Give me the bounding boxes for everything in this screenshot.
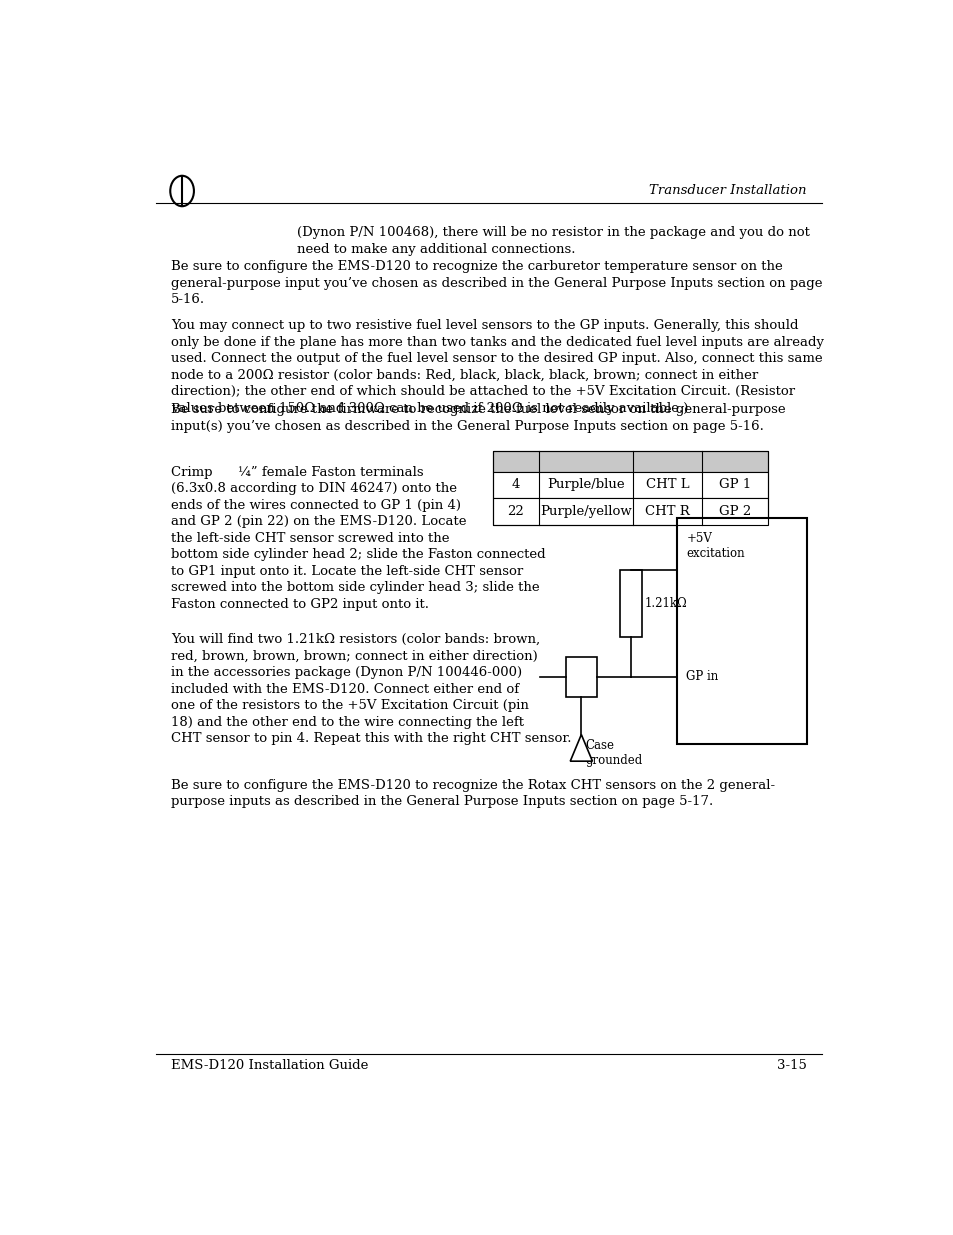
Text: 22: 22	[507, 505, 524, 517]
Text: Crimp      ¼” female Faston terminals
(6.3x0.8 according to DIN 46247) onto the
: Crimp ¼” female Faston terminals (6.3x0.…	[171, 466, 545, 611]
Bar	[565, 657, 597, 697]
Text: CHT R: CHT R	[644, 505, 689, 517]
Text: EMS-D120 Installation Guide: EMS-D120 Installation Guide	[171, 1060, 368, 1072]
Bar	[619, 571, 641, 637]
Text: Be sure to configure the firmware to recognize the fuel level sensor on the gene: Be sure to configure the firmware to rec…	[171, 403, 785, 432]
Text: Be sure to configure the EMS-D120 to recognize the carburetor temperature sensor: Be sure to configure the EMS-D120 to rec…	[171, 261, 821, 306]
Text: Purple/blue: Purple/blue	[547, 478, 624, 492]
Text: Transducer Installation: Transducer Installation	[649, 184, 806, 198]
Text: (Dynon P/N 100468), there will be no resistor in the package and you do not
need: (Dynon P/N 100468), there will be no res…	[296, 226, 809, 256]
Text: Be sure to configure the EMS-D120 to recognize the Rotax CHT sensors on the 2 ge: Be sure to configure the EMS-D120 to rec…	[171, 779, 775, 808]
Text: GP 1: GP 1	[719, 478, 750, 492]
Text: You may connect up to two resistive fuel level sensors to the GP inputs. General: You may connect up to two resistive fuel…	[171, 320, 823, 415]
Text: Purple/yellow: Purple/yellow	[539, 505, 631, 517]
Text: You will find two 1.21kΩ resistors (color bands: brown,
red, brown, brown, brown: You will find two 1.21kΩ resistors (colo…	[171, 634, 571, 745]
Text: GP 2: GP 2	[719, 505, 750, 517]
Text: 1.21kΩ: 1.21kΩ	[644, 598, 687, 610]
Text: GP in: GP in	[685, 671, 718, 683]
Text: Case
grounded: Case grounded	[584, 740, 641, 767]
Bar	[492, 451, 767, 472]
Text: 4: 4	[511, 478, 519, 492]
Text: +5V
excitation: +5V excitation	[685, 532, 744, 561]
Bar	[492, 472, 767, 498]
Bar	[492, 498, 767, 525]
Bar	[492, 451, 767, 525]
Text: CHT L: CHT L	[645, 478, 689, 492]
Polygon shape	[570, 735, 592, 761]
Text: 3-15: 3-15	[776, 1060, 806, 1072]
Bar	[677, 519, 806, 745]
